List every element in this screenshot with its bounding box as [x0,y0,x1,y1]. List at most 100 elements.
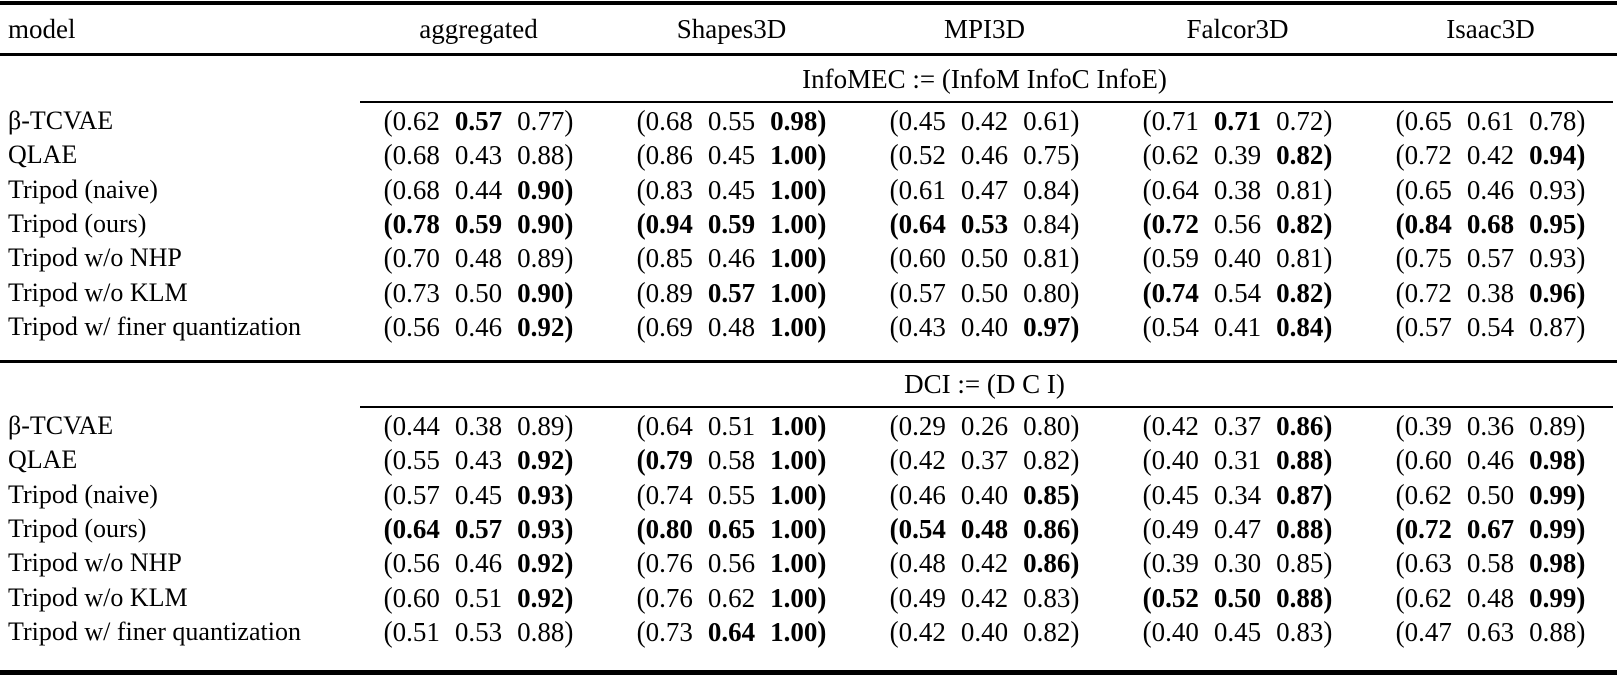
metric-value: 0.51 [392,616,440,647]
metric-value: 0.92 [517,582,565,613]
metric-value: 0.89 [1529,411,1577,442]
metric-cell: (0.76 0.62 1.00) [605,581,858,615]
close-paren: ) [817,478,827,511]
metric-value: 0.82 [1276,140,1324,171]
metric-value: 0.45 [1213,616,1262,647]
metric-value: 0.68 [392,174,440,205]
close-paren: ) [564,512,574,546]
metric-value: 0.60 [392,582,440,613]
close-paren: ) [564,409,574,443]
close-paren: ) [1323,242,1333,275]
table-row: QLAE (0.55 0.43 0.92) (0.79 0.58 1.00) (0.42… [0,443,1617,477]
close-paren: ) [1576,207,1586,241]
metric-value: 0.60 [898,243,946,274]
table-row: Tripod w/o KLM (0.60 0.51 0.92) (0.76 0.62 1… [0,580,1617,614]
metric-value: 0.30 [1213,548,1262,579]
open-paren: ( [383,139,393,172]
metric-value: 0.93 [517,514,565,545]
metric-value: 0.61 [1023,106,1071,137]
metric-cell: (0.83 0.45 1.00) [605,173,858,207]
metric-value: 0.98 [770,106,818,137]
open-paren: ( [1395,242,1405,275]
metric-value: 0.57 [392,479,440,510]
metric-value: 0.63 [1404,548,1452,579]
metric-value: 0.57 [454,514,503,545]
model-name: Tripod (ours) [8,514,147,544]
metric-value: 0.54 [898,514,946,545]
metric-value: 0.47 [960,174,1009,205]
open-paren: ( [1142,207,1152,241]
metric-cell: (0.43 0.40 0.97) [858,310,1111,344]
metric-value: 1.00 [770,174,818,205]
metric-value: 0.57 [1404,311,1452,342]
metric-value: 0.81 [1023,243,1071,274]
model-column-header: model [8,13,76,44]
metric-cell: (0.54 0.48 0.86) [858,512,1111,546]
metric-cell: (0.74 0.55 1.00) [605,478,858,512]
column-header-shapes3d: Shapes3D [676,13,787,44]
metric-value: 0.57 [454,106,503,137]
metric-cell: (0.76 0.56 1.00) [605,546,858,580]
metric-value: 1.00 [770,548,818,579]
metric-value: 0.37 [1213,411,1262,442]
close-paren: ) [817,173,827,206]
metric-value: 0.48 [960,514,1009,545]
metric-cell: (0.86 0.45 1.00) [605,138,858,172]
table-row: Tripod (naive) (0.57 0.45 0.93) (0.74 0.55 1… [0,478,1617,512]
open-paren: ( [1142,276,1152,309]
column-header-isaac3d: Isaac3D [1446,13,1535,44]
metric-value: 0.94 [1529,140,1577,171]
metric-value: 0.65 [1404,174,1452,205]
metric-value: 0.84 [1276,311,1324,342]
metric-value: 0.62 [392,106,440,137]
metric-value: 0.39 [1213,140,1262,171]
model-name: Tripod (naive) [8,479,158,509]
metric-value: 1.00 [770,140,818,171]
close-paren: ) [564,207,574,241]
metric-value: 0.70 [392,243,440,274]
metric-value: 0.64 [1151,174,1199,205]
dci-rows: β-TCVAE (0.44 0.38 0.89) (0.64 0.51 1.00) (0… [0,409,1617,649]
open-paren: ( [889,478,899,511]
close-paren: ) [1070,173,1080,206]
table-row: Tripod w/ finer quantization (0.51 0.53 0.… [0,615,1617,649]
metric-value: 1.00 [770,411,818,442]
close-paren: ) [1323,512,1333,546]
metric-value: 0.82 [1276,209,1324,240]
close-paren: ) [1576,409,1586,443]
open-paren: ( [383,444,393,477]
metric-value: 0.55 [392,445,440,476]
table-row: β-TCVAE (0.44 0.38 0.89) (0.64 0.51 1.00) (0… [0,409,1617,443]
metric-cell: (0.54 0.41 0.84) [1111,310,1364,344]
metric-cell: (0.52 0.50 0.88) [1111,581,1364,615]
metric-value: 0.85 [1276,548,1324,579]
model-name: Tripod w/ finer quantization [8,616,301,646]
close-paren: ) [1576,139,1586,172]
metric-value: 0.65 [707,514,756,545]
metric-value: 0.62 [1404,479,1452,510]
open-paren: ( [383,409,393,443]
metric-value: 0.89 [645,277,693,308]
metric-value: 0.61 [898,174,946,205]
close-paren: ) [1323,173,1333,206]
metric-cell: (0.74 0.54 0.82) [1111,276,1364,310]
metric-value: 0.99 [1529,479,1577,510]
close-paren: ) [1070,478,1080,511]
metric-value: 0.50 [960,277,1009,308]
open-paren: ( [1142,104,1152,138]
metric-value: 0.86 [1023,514,1071,545]
metric-value: 0.43 [454,445,503,476]
table-row: Tripod w/ finer quantization (0.56 0.46 0.… [0,310,1617,344]
table-row: Tripod (naive) (0.68 0.44 0.90) (0.83 0.45 1… [0,173,1617,207]
metric-value: 0.88 [1276,582,1324,613]
metric-value: 0.83 [645,174,693,205]
metric-value: 0.57 [1466,243,1515,274]
metric-cell: (0.45 0.42 0.61) [858,104,1111,138]
metric-value: 0.83 [1276,616,1324,647]
metric-value: 0.90 [517,174,565,205]
close-paren: ) [817,444,827,477]
metric-value: 0.72 [1276,106,1324,137]
metric-value: 0.50 [960,243,1009,274]
metric-value: 0.45 [898,106,946,137]
close-paren: ) [1070,276,1080,309]
